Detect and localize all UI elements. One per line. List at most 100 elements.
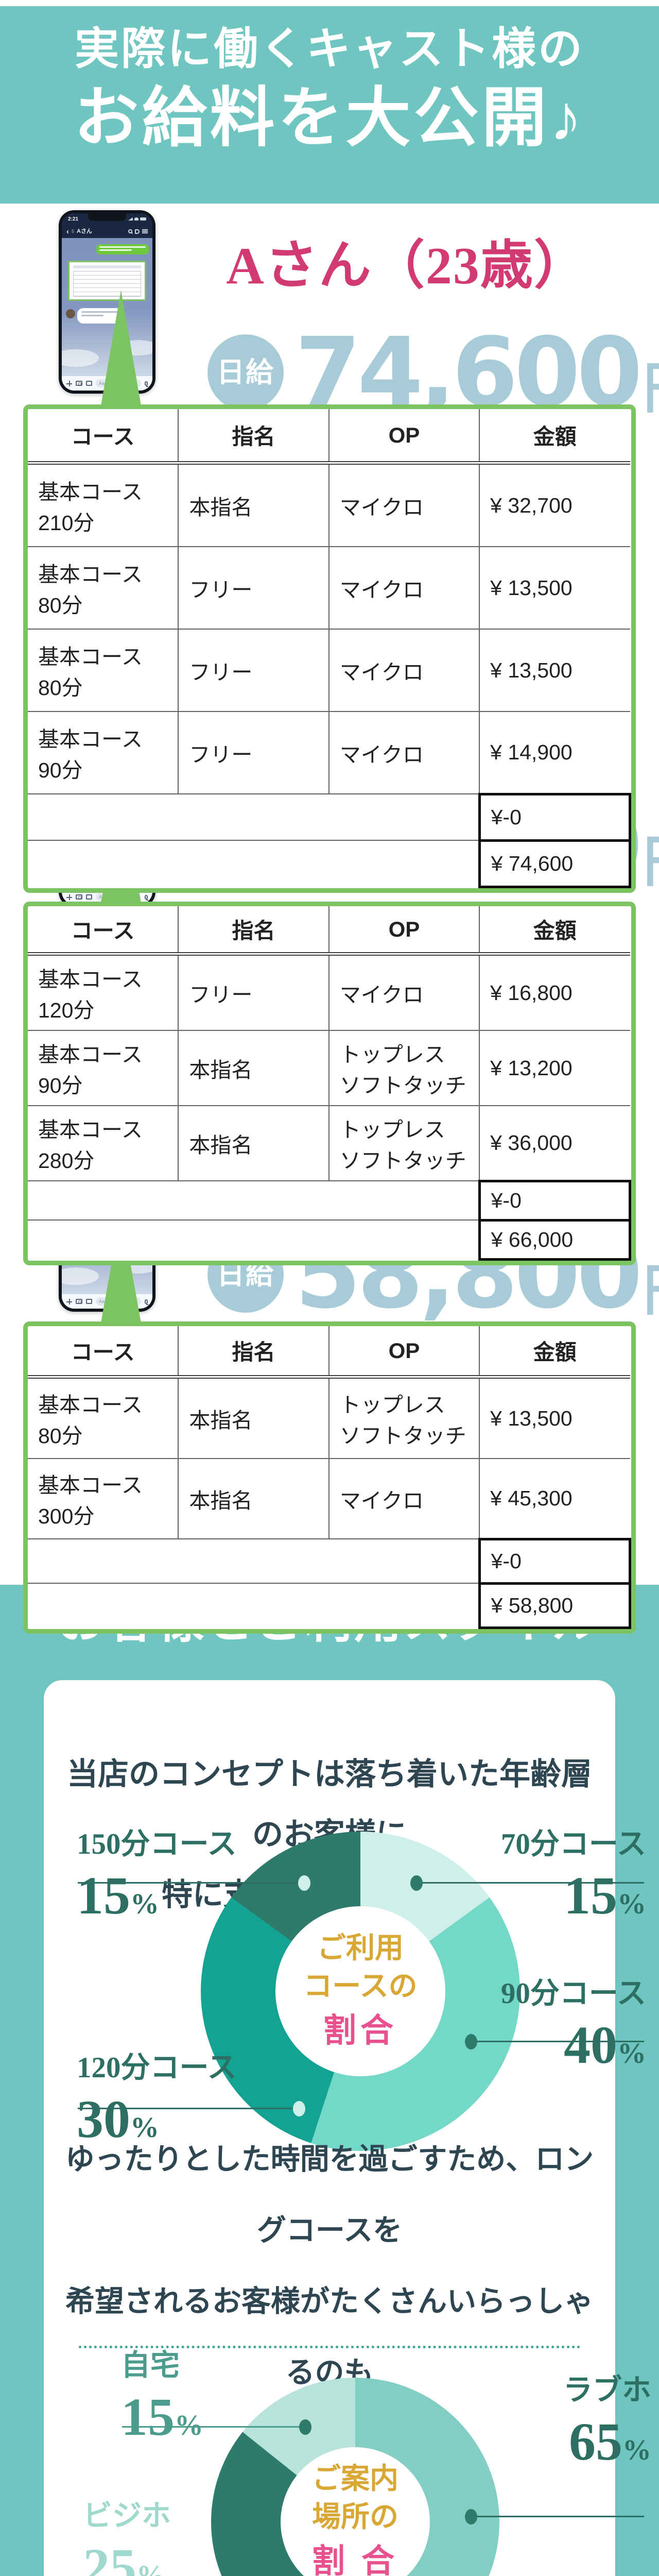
summary-row: ¥-0 — [28, 792, 632, 842]
clock-text: 2:21 — [68, 216, 79, 222]
chart-callout-label: ビジホ 25% — [83, 2500, 171, 2576]
chart-callout-label: 120分コース 30% — [77, 2052, 237, 2149]
summary-row: ¥ 58,800 — [28, 1582, 632, 1629]
callout-leader-line — [122, 2419, 311, 2435]
location-ratio-donut-chart: ご案内場所の割 合 ラブホ 65% ビジホ 25% 自宅 15% — [44, 1680, 651, 2576]
unread-count: 5 — [72, 228, 75, 234]
phone-notch — [88, 213, 126, 221]
mic-icon — [145, 381, 148, 387]
phone-mockup: 2:21 ‹ 5 Aさん — [59, 210, 155, 394]
deduction-cell: ¥-0 — [478, 792, 632, 842]
wage-label-badge: 日給 — [207, 334, 284, 411]
plus-icon — [66, 1298, 72, 1304]
deduction-cell: ¥-0 — [478, 1179, 632, 1222]
wage-amount: 74,600 — [295, 317, 643, 428]
chart-callout-label: 70分コース 15% — [500, 1828, 646, 1925]
back-chevron-icon: ‹ — [66, 227, 69, 236]
chart-callout-label: 150分コース 15% — [77, 1828, 237, 1925]
table-header-row: コース 指名 OP 金額 — [28, 409, 630, 465]
donut-center-label: ご案内 場所の割 合 — [281, 2447, 430, 2576]
phone-call-icon — [135, 229, 140, 234]
total-cell: ¥ 74,600 — [478, 839, 632, 888]
column-header: コース — [28, 906, 179, 956]
table-row: 基本コース 90分 本指名 トップレス ソフトタッチ ¥ 13,200 — [28, 1030, 630, 1106]
column-header: 金額 — [479, 409, 630, 465]
column-header: 金額 — [479, 1326, 630, 1379]
callout-leader-line — [78, 1875, 310, 1891]
chart-center-line: 割 合 — [312, 2543, 398, 2576]
chat-nav-bar: ‹ 5 Aさん — [62, 225, 152, 238]
deduction-cell: ¥-0 — [478, 1537, 632, 1585]
table-header-row: コース 指名 OP 金額 — [28, 1326, 630, 1379]
callout-dot — [465, 2033, 477, 2049]
status-icons — [128, 217, 146, 221]
header-line2: お給料を大公開♪ — [74, 83, 585, 155]
wage-unit: 円 — [643, 834, 659, 889]
chat-contact-name: Aさん — [77, 228, 92, 234]
chart-callout-label: ラブホ 65% — [563, 2374, 651, 2471]
table-row: 基本コース 80分 本指名 トップレス ソフトタッチ ¥ 13,500 — [28, 1376, 630, 1459]
table-row: 基本コース 120分 フリー マイクロ ¥ 16,800 — [28, 953, 630, 1031]
callout-dot — [299, 2419, 311, 2435]
pay-table: コース 指名 OP 金額 基本コース 120分 フリー マイクロ ¥ 16,800 基本コース… — [23, 902, 636, 1265]
pay-slip-image — [68, 261, 146, 301]
total-cell: ¥ 58,800 — [478, 1582, 632, 1629]
summary-row: ¥-0 — [28, 1537, 632, 1585]
wifi-icon — [134, 217, 138, 221]
dotted-divider — [79, 2346, 580, 2348]
battery-icon — [140, 217, 146, 221]
summary-row: ¥ 66,000 — [28, 1218, 632, 1261]
image-icon — [86, 381, 92, 386]
avatar — [66, 309, 75, 318]
header-line1: 実際に働くキャスト様の — [75, 24, 584, 74]
camera-icon — [76, 1299, 82, 1304]
wage-unit: 円 — [643, 1262, 659, 1318]
chart-center-line: ご案内 — [312, 2463, 398, 2495]
callout-leader-line — [78, 2100, 305, 2116]
callout-dot — [298, 1875, 310, 1891]
column-header: 指名 — [178, 1326, 330, 1379]
camera-icon — [76, 894, 82, 900]
callout-dot — [293, 2100, 305, 2116]
callout-dot — [465, 2509, 477, 2524]
table-row: 基本コース 90分 フリー マイクロ ¥ 14,900 — [28, 711, 630, 794]
callout-leader-line — [465, 2509, 644, 2524]
plus-icon — [66, 380, 72, 386]
menu-icon — [142, 231, 148, 232]
donut-center-label: ご利用 コースの 割合 — [275, 1906, 445, 2076]
total-cell: ¥ 66,000 — [478, 1218, 632, 1261]
wage-unit: 円 — [643, 360, 659, 416]
column-header: OP — [328, 409, 480, 465]
phone-screen: 2:21 ‹ 5 Aさん — [62, 213, 152, 391]
search-icon — [128, 229, 132, 233]
table-row: 基本コース 210分 本指名 マイクロ ¥ 32,700 — [28, 462, 630, 547]
style-card: 当店のコンセプトは落ち着いた年齢層のお客様に 特に支持されています。 ご利用コー… — [44, 1680, 651, 2576]
daily-wage: 日給 74,600 円 — [207, 325, 659, 420]
usage-style-section: お客様とご利用スタイル 当店のコンセプトは落ち着いた年齢層のお客様に 特に支持さ… — [0, 1585, 659, 2576]
table-row: 基本コース 80分 フリー マイクロ ¥ 13,500 — [28, 629, 630, 712]
cast-section: 2:21 ‹ 5 Aさん — [0, 204, 659, 893]
table-row: 基本コース 280分 本指名 トップレス ソフトタッチ ¥ 36,000 — [28, 1105, 630, 1181]
mic-icon — [145, 894, 148, 901]
callout-leader-line — [410, 1875, 644, 1891]
sent-message-bubble — [96, 244, 149, 255]
chart-center-line: コースの — [303, 1970, 418, 2003]
column-header: 指名 — [178, 906, 330, 956]
received-message-bubble — [77, 308, 123, 324]
plus-icon — [66, 894, 72, 900]
column-header: コース — [28, 409, 179, 465]
summary-row: ¥ 74,600 — [28, 839, 632, 888]
column-header: 金額 — [479, 906, 630, 956]
table-row: 基本コース 300分 本指名 マイクロ ¥ 45,300 — [28, 1458, 630, 1539]
signal-icon — [128, 217, 133, 221]
chart-center-line: 場所の — [312, 2501, 398, 2533]
column-header: OP — [328, 1326, 480, 1379]
chart-callout-label: 自宅 15% — [121, 2349, 203, 2447]
callout-leader-line — [465, 2033, 644, 2049]
page-header: 実際に働くキャスト様の お給料を大公開♪ — [0, 6, 659, 204]
callout-dot — [410, 1875, 423, 1891]
summary-row: ¥-0 — [28, 1179, 632, 1222]
table-row: 基本コース 80分 フリー マイクロ ¥ 13,500 — [28, 546, 630, 630]
chat-area — [62, 238, 152, 376]
